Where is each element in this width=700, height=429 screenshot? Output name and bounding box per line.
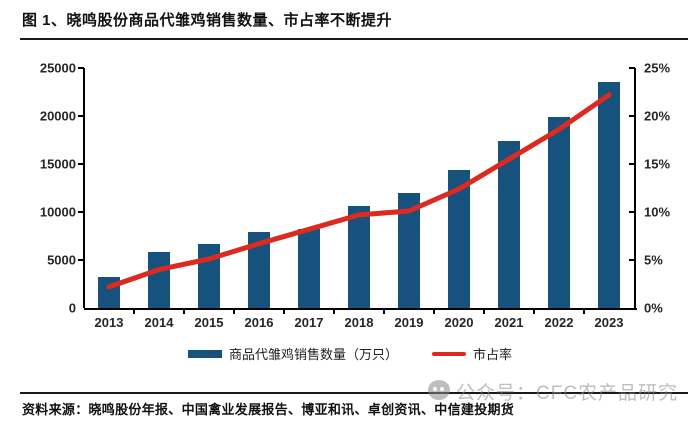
legend-label-sales: 商品代雏鸡销售数量（万只） bbox=[228, 347, 398, 362]
source-note: 资料来源：晓鸣股份年报、中国禽业发展报告、博亚和讯、卓创资讯、中信建投期货 bbox=[22, 402, 515, 417]
y-axis-left-label: 5000 bbox=[47, 252, 76, 268]
x-axis-label: 2023 bbox=[594, 315, 624, 330]
y-axis-left-label: 10000 bbox=[39, 204, 76, 220]
y-axis-left-tick bbox=[78, 115, 84, 117]
y-axis-left-label: 20000 bbox=[39, 108, 76, 124]
y-axis-right-label: 15% bbox=[644, 156, 671, 172]
x-axis-label: 2020 bbox=[444, 315, 474, 330]
y-axis-left-label: 0 bbox=[68, 300, 76, 316]
y-axis-left-tick bbox=[78, 67, 84, 69]
x-axis-tick bbox=[133, 310, 135, 314]
x-axis-label: 2021 bbox=[494, 315, 524, 330]
wechat-icon bbox=[428, 380, 452, 403]
legend-item-sales: 商品代雏鸡销售数量（万只） bbox=[187, 344, 398, 363]
chart-legend: 商品代雏鸡销售数量（万只） 市占率 bbox=[0, 344, 700, 363]
line-series-swatch bbox=[432, 351, 466, 356]
x-axis-tick bbox=[283, 310, 285, 314]
title-divider bbox=[20, 38, 688, 40]
x-axis-tick bbox=[533, 310, 535, 314]
legend-item-share: 市占率 bbox=[432, 344, 512, 363]
x-axis-tick bbox=[233, 310, 235, 314]
x-axis-label: 2014 bbox=[144, 315, 174, 330]
sales-bar bbox=[298, 229, 320, 308]
sales-bar bbox=[548, 116, 570, 308]
y-axis-right-line bbox=[634, 68, 636, 308]
x-axis-tick bbox=[183, 310, 185, 314]
x-axis-label: 2018 bbox=[344, 315, 374, 330]
y-axis-right-tick bbox=[629, 115, 635, 117]
y-axis-right-label: 25% bbox=[644, 60, 671, 76]
sales-bar bbox=[398, 192, 420, 308]
x-axis-tick bbox=[583, 310, 585, 314]
x-axis-label: 2016 bbox=[244, 315, 274, 330]
y-axis-right-label: 10% bbox=[644, 204, 671, 220]
figure-title: 图 1、晓鸣股份商品代雏鸡销售数量、市占率不断提升 bbox=[22, 12, 393, 29]
sales-bar bbox=[598, 82, 620, 308]
y-axis-left-label: 15000 bbox=[39, 156, 76, 172]
y-axis-right-tick bbox=[629, 211, 635, 213]
y-axis-right-label: 5% bbox=[644, 252, 663, 268]
y-axis-right-tick bbox=[629, 163, 635, 165]
x-axis-label: 2013 bbox=[94, 315, 124, 330]
y-axis-left-tick bbox=[78, 259, 84, 261]
x-axis-label: 2019 bbox=[394, 315, 424, 330]
watermark: 公众号：CFC农产品研究 bbox=[428, 378, 678, 405]
y-axis-right-tick bbox=[629, 259, 635, 261]
sales-bar bbox=[98, 277, 120, 308]
sales-bar bbox=[498, 140, 520, 308]
y-axis-right-tick bbox=[629, 67, 635, 69]
sales-bar bbox=[198, 243, 220, 308]
y-axis-right-label: 0% bbox=[644, 300, 663, 316]
x-axis-tick bbox=[383, 310, 385, 314]
x-axis-line bbox=[84, 308, 637, 310]
y-axis-left-tick bbox=[78, 211, 84, 213]
x-axis-tick bbox=[333, 310, 335, 314]
watermark-text: 公众号：CFC农产品研究 bbox=[456, 383, 679, 404]
y-axis-left-tick bbox=[78, 163, 84, 165]
y-axis-left-label: 25000 bbox=[39, 60, 76, 76]
x-axis-tick bbox=[483, 310, 485, 314]
x-axis-label: 2017 bbox=[294, 315, 324, 330]
x-axis-tick bbox=[433, 310, 435, 314]
x-axis-label: 2015 bbox=[194, 315, 224, 330]
sales-bar bbox=[248, 232, 270, 308]
sales-bar bbox=[448, 169, 470, 308]
legend-label-share: 市占率 bbox=[473, 347, 513, 362]
y-axis-right-label: 20% bbox=[644, 108, 671, 124]
footer-divider bbox=[20, 392, 688, 394]
y-axis-left-line bbox=[83, 68, 85, 308]
sales-bar bbox=[148, 252, 170, 308]
bar-series-swatch bbox=[187, 349, 222, 358]
x-axis-label: 2022 bbox=[544, 315, 574, 330]
sales-bar bbox=[348, 206, 370, 308]
